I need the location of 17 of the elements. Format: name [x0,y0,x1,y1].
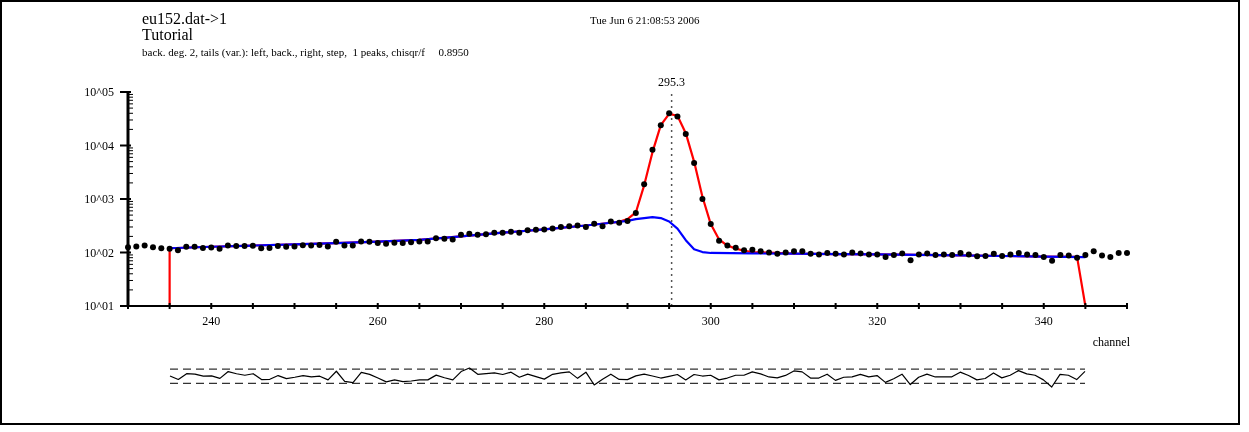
y-tick-label: 10^05 [84,85,114,99]
text: back. deg. 2, tails (var.): left, back., right, step, 1 peaks, chisqr/f 0.8950 [142,46,470,59]
x-tick-label: 340 [1034,314,1053,328]
y-tick-label: 10^04 [84,138,114,153]
y-tick-label: 10^03 [84,192,114,206]
x-tick-label: 300 [701,314,720,328]
text: Tue Jun 6 21:08:53 2006 [590,14,701,26]
x-tick-label: 240 [202,314,221,328]
x-tick-label: 260 [368,314,387,328]
y-tick-label: 10^01 [84,299,114,313]
y-tick-label: 10^02 [84,245,114,260]
x-tick-label: 320 [868,314,887,328]
x-tick-label: 280 [535,314,554,328]
x-axis-title: channel [1092,335,1131,349]
chart-subtitle: Tutorial [142,26,194,43]
ref-line-label: 295.3 [658,75,686,89]
chart-title: eu152.dat->1 [142,10,227,27]
